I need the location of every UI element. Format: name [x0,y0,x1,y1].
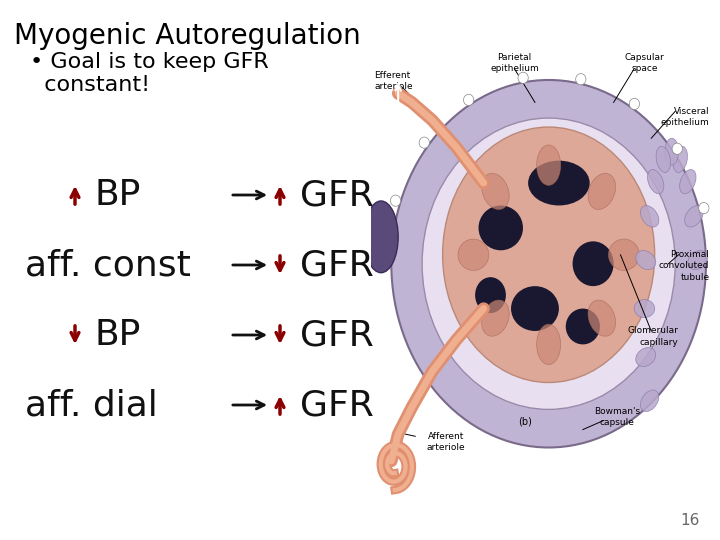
Ellipse shape [665,138,679,165]
Ellipse shape [588,173,616,210]
Ellipse shape [629,98,639,110]
Text: (b): (b) [518,416,531,426]
Text: 16: 16 [680,513,700,528]
Text: capsule: capsule [600,418,634,427]
Ellipse shape [422,118,675,409]
Ellipse shape [458,239,489,271]
Ellipse shape [518,72,528,84]
Text: arteriole: arteriole [427,443,465,452]
Ellipse shape [479,206,523,251]
Ellipse shape [443,127,654,382]
Text: BP: BP [95,318,141,352]
Text: GFR: GFR [300,248,374,282]
Ellipse shape [536,324,561,365]
Text: GFR: GFR [300,318,374,352]
Text: Capsular: Capsular [624,53,665,62]
Text: GFR: GFR [300,388,374,422]
Text: capillary: capillary [640,338,678,347]
Text: aff. const: aff. const [25,248,191,282]
Ellipse shape [698,202,709,214]
Ellipse shape [647,170,664,194]
Text: Afferent: Afferent [428,432,464,441]
Text: Myogenic Autoregulation: Myogenic Autoregulation [14,22,361,50]
Ellipse shape [536,145,561,185]
Ellipse shape [672,143,683,154]
Ellipse shape [588,300,616,336]
Text: epithelium: epithelium [490,64,539,73]
Ellipse shape [685,206,703,227]
Ellipse shape [528,161,590,206]
Ellipse shape [656,146,670,172]
Text: arteriole: arteriole [374,82,413,91]
Text: BP: BP [95,178,141,212]
Text: Glomerular: Glomerular [628,327,678,335]
Ellipse shape [482,300,509,336]
Ellipse shape [640,206,659,227]
Ellipse shape [482,173,509,210]
Ellipse shape [566,308,600,345]
Text: Parietal: Parietal [498,53,531,62]
Ellipse shape [608,239,639,271]
Text: convoluted: convoluted [659,261,709,271]
Ellipse shape [475,277,506,313]
Ellipse shape [634,300,654,318]
Ellipse shape [576,73,586,85]
Ellipse shape [392,80,706,448]
Text: tubule: tubule [680,273,709,282]
Ellipse shape [464,94,474,105]
Ellipse shape [680,170,696,194]
Ellipse shape [572,241,613,286]
Text: aff. dial: aff. dial [25,388,158,422]
Text: epithelium: epithelium [661,118,709,127]
Text: Proximal: Proximal [670,250,709,259]
Text: Efferent: Efferent [374,71,410,80]
Text: Bowman's: Bowman's [594,407,640,416]
Ellipse shape [511,286,559,331]
Ellipse shape [364,201,398,273]
Ellipse shape [688,251,708,269]
Ellipse shape [636,251,656,269]
Text: • Goal is to keep GFR
  constant!: • Goal is to keep GFR constant! [30,52,269,95]
Ellipse shape [636,348,656,367]
Ellipse shape [419,137,429,148]
Ellipse shape [390,195,401,206]
Text: Visceral: Visceral [674,107,709,116]
Ellipse shape [640,390,659,411]
Text: GFR: GFR [300,178,374,212]
Text: space: space [631,64,657,73]
Ellipse shape [673,146,688,172]
